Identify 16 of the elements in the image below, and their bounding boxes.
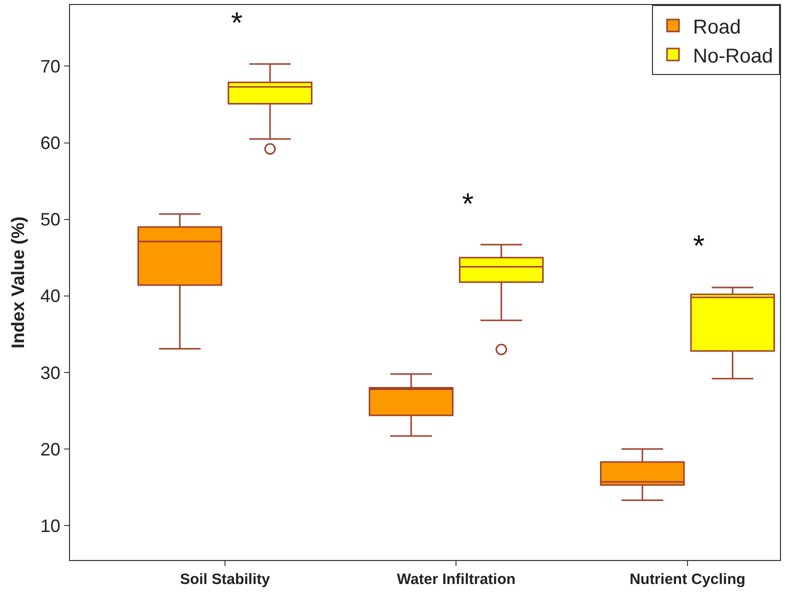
annotation: *: [693, 230, 705, 263]
y-axis-title: Index Value (%): [8, 216, 28, 349]
y-tick-label: 20: [40, 439, 60, 460]
legend-label: No-Road: [693, 45, 774, 68]
y-tick-label: 10: [40, 516, 60, 536]
legend-label: Road: [693, 16, 741, 38]
annotation: *: [462, 188, 474, 221]
annotation: *: [231, 7, 243, 40]
y-tick-label: 30: [40, 362, 60, 383]
y-tick-label: 70: [40, 56, 60, 77]
y-tick-label: 40: [40, 286, 60, 306]
x-tick-label: Nutrient Cycling: [630, 571, 746, 588]
y-tick-label: 60: [40, 133, 60, 154]
y-tick-label: 50: [40, 210, 60, 230]
x-tick-label: Soil Stability: [180, 571, 271, 588]
x-tick-label: Water Infiltration: [396, 571, 516, 588]
